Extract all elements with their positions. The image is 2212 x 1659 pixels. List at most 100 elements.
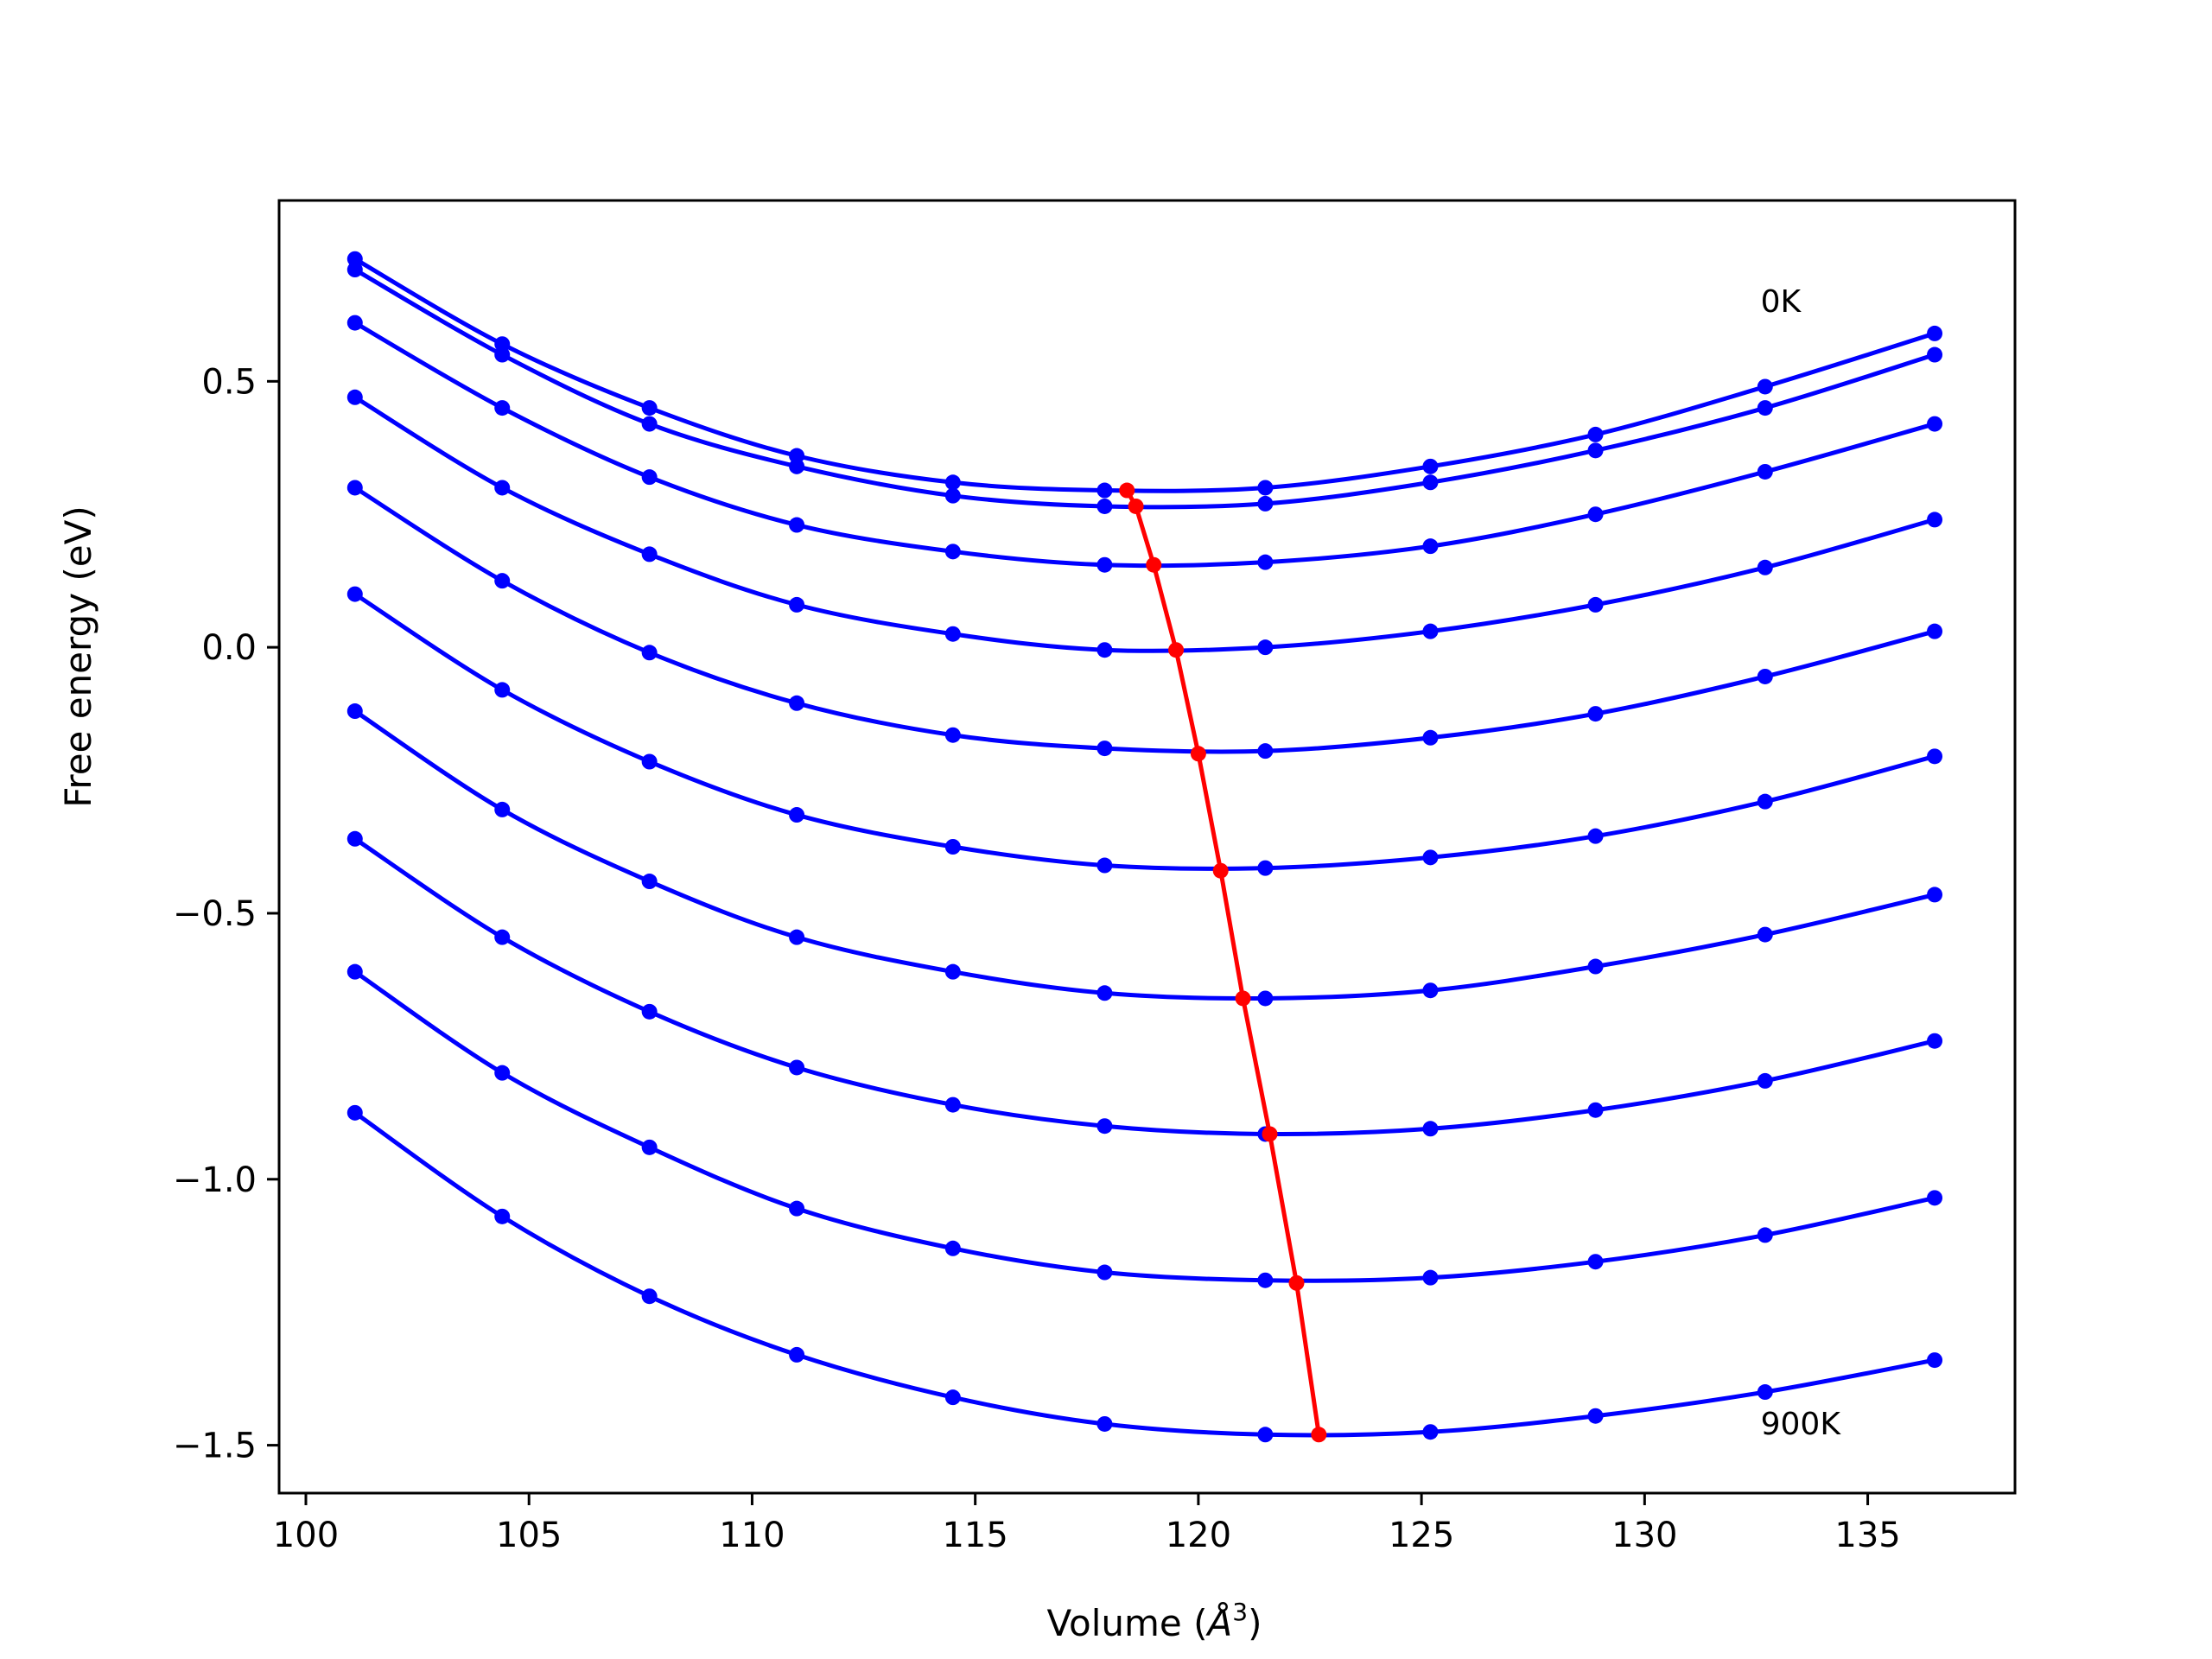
curve-point-1-3 bbox=[789, 458, 805, 474]
curve-point-0-6 bbox=[1257, 480, 1274, 496]
curve-point-6-6 bbox=[1257, 990, 1274, 1007]
curve-point-9-4 bbox=[944, 1389, 961, 1406]
curve-point-8-0 bbox=[346, 963, 363, 980]
minima-group bbox=[1119, 482, 1327, 1443]
curve-point-0-8 bbox=[1587, 426, 1604, 442]
curve-point-1-1 bbox=[494, 346, 511, 363]
minima-point-9 bbox=[1311, 1427, 1327, 1443]
curve-point-8-9 bbox=[1757, 1227, 1773, 1243]
curve-point-6-4 bbox=[944, 963, 961, 980]
x-tick-label-1: 105 bbox=[496, 1516, 562, 1555]
curve-point-6-9 bbox=[1757, 926, 1773, 943]
minima-point-3 bbox=[1168, 642, 1185, 658]
curve-point-8-3 bbox=[789, 1200, 805, 1217]
minima-point-4 bbox=[1190, 746, 1206, 762]
curve-point-0-10 bbox=[1927, 325, 1943, 341]
y-tick-label-0: −1.5 bbox=[173, 1427, 257, 1466]
curve-group bbox=[346, 251, 1943, 1443]
y-tick-label-1: −1.0 bbox=[173, 1160, 257, 1200]
curve-point-4-2 bbox=[641, 645, 658, 661]
curve-point-2-2 bbox=[641, 469, 658, 486]
curve-point-3-7 bbox=[1422, 623, 1439, 639]
curve-point-8-8 bbox=[1587, 1254, 1604, 1270]
curve-point-2-6 bbox=[1257, 554, 1274, 570]
curve-point-3-5 bbox=[1096, 642, 1113, 658]
minima-point-0 bbox=[1119, 482, 1135, 499]
curve-point-1-7 bbox=[1422, 474, 1439, 491]
x-axis-label-exponent: 3 bbox=[1232, 1598, 1248, 1626]
y-axis-label: Free energy (eV) bbox=[57, 505, 99, 808]
curve-point-3-1 bbox=[494, 480, 511, 496]
curve-point-9-3 bbox=[789, 1346, 805, 1363]
annotation-1: 900K bbox=[1761, 1407, 1842, 1442]
y-tick-label-2: −0.5 bbox=[173, 894, 257, 934]
curve-point-0-2 bbox=[641, 400, 658, 416]
curve-point-9-9 bbox=[1757, 1384, 1773, 1401]
curve-point-0-3 bbox=[789, 448, 805, 464]
curve-point-8-1 bbox=[494, 1065, 511, 1081]
curve-point-4-8 bbox=[1587, 706, 1604, 722]
minima-point-6 bbox=[1235, 990, 1251, 1007]
curve-point-0-7 bbox=[1422, 458, 1439, 474]
y-tick-label-4: 0.5 bbox=[201, 362, 257, 402]
curve-point-3-3 bbox=[789, 596, 805, 613]
curve-point-2-4 bbox=[944, 543, 961, 560]
curve-point-2-7 bbox=[1422, 538, 1439, 555]
curve-point-2-5 bbox=[1096, 556, 1113, 573]
curve-point-5-9 bbox=[1757, 793, 1773, 810]
x-tick-label-3: 115 bbox=[942, 1516, 1007, 1555]
curve-point-1-6 bbox=[1257, 495, 1274, 512]
curve-point-5-3 bbox=[789, 807, 805, 823]
curve-point-0-4 bbox=[944, 474, 961, 491]
curve-point-7-2 bbox=[641, 1003, 658, 1020]
curve-point-7-10 bbox=[1927, 1033, 1943, 1049]
curve-point-6-1 bbox=[494, 801, 511, 817]
annotation-group: 0K 900K bbox=[1761, 284, 1842, 1442]
curve-point-8-4 bbox=[944, 1240, 961, 1256]
curve-point-5-7 bbox=[1422, 849, 1439, 866]
curve-point-5-1 bbox=[494, 682, 511, 698]
annotation-0: 0K bbox=[1761, 284, 1802, 320]
curve-point-0-0 bbox=[346, 251, 363, 267]
curve-point-1-5 bbox=[1096, 498, 1113, 514]
curve-point-5-10 bbox=[1927, 748, 1943, 765]
curve-point-4-9 bbox=[1757, 668, 1773, 684]
minima-point-7 bbox=[1262, 1126, 1278, 1142]
minima-point-1 bbox=[1128, 498, 1144, 514]
curve-point-9-8 bbox=[1587, 1408, 1604, 1424]
curve-point-4-5 bbox=[1096, 741, 1113, 757]
curve-point-8-10 bbox=[1927, 1190, 1943, 1206]
curve-point-4-7 bbox=[1422, 729, 1439, 746]
minima-point-2 bbox=[1146, 556, 1162, 573]
curve-point-2-3 bbox=[789, 517, 805, 533]
curve-point-8-6 bbox=[1257, 1272, 1274, 1288]
curve-point-3-9 bbox=[1757, 559, 1773, 575]
curve-point-7-8 bbox=[1587, 1102, 1604, 1118]
curve-point-0-5 bbox=[1096, 482, 1113, 499]
curve-point-1-0 bbox=[346, 262, 363, 278]
curve-point-2-1 bbox=[494, 400, 511, 416]
curve-point-1-9 bbox=[1757, 400, 1773, 416]
x-tick-label-2: 110 bbox=[719, 1516, 785, 1555]
curve-point-7-9 bbox=[1757, 1072, 1773, 1089]
curve-point-9-2 bbox=[641, 1288, 658, 1305]
plot-frame bbox=[277, 199, 2017, 1495]
x-tick-label-7: 135 bbox=[1834, 1516, 1900, 1555]
x-axis-label-text: Volume ( bbox=[1047, 1602, 1208, 1644]
y-tick-label-3: 0.0 bbox=[201, 628, 257, 668]
curve-point-1-10 bbox=[1927, 346, 1943, 363]
curve-point-7-3 bbox=[789, 1059, 805, 1076]
x-tick-label-5: 125 bbox=[1389, 1516, 1454, 1555]
curve-point-3-6 bbox=[1257, 639, 1274, 656]
curve-point-1-2 bbox=[641, 416, 658, 432]
curve-point-6-10 bbox=[1927, 887, 1943, 903]
curve-point-4-4 bbox=[944, 727, 961, 743]
curve-point-8-2 bbox=[641, 1139, 658, 1155]
curve-point-4-10 bbox=[1927, 623, 1943, 639]
curve-point-9-7 bbox=[1422, 1424, 1439, 1440]
curve-point-4-6 bbox=[1257, 743, 1274, 760]
y-axis-ticks: −1.5 −1.0 −0.5 0.0 0.5 bbox=[173, 362, 279, 1466]
curve-point-2-9 bbox=[1757, 463, 1773, 480]
